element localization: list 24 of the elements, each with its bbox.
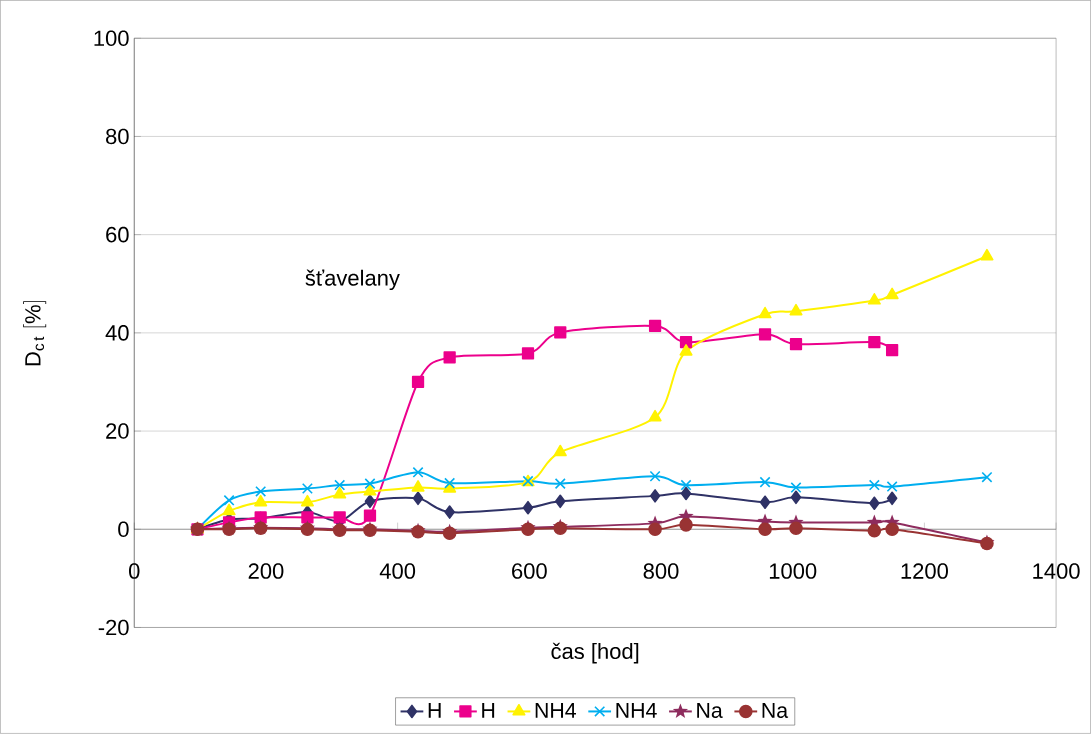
x-tick-label: 1400: [1033, 563, 1080, 580]
x-tick-label: 400: [379, 563, 416, 580]
legend-label: H: [428, 703, 441, 718]
y-axis-title: $\mathrm{D}_{\mathrm{c\,t}}\ [\%]$: [23, 301, 47, 366]
legend-label: H: [482, 703, 495, 718]
x-tick-label: 800: [643, 563, 679, 580]
y-tick-label: -20: [98, 619, 129, 636]
x-axis-title: čas [hod]: [551, 642, 639, 664]
x-tick-label: 600: [512, 563, 547, 580]
legend-label: Na: [697, 703, 723, 719]
y-tick-label: 20: [106, 423, 129, 439]
y-tick-label: 100: [94, 30, 129, 47]
x-tick-label: 1200: [901, 563, 948, 580]
legend-label: NH4: [616, 703, 657, 718]
y-tick-label: 60: [106, 227, 129, 243]
x-tick-label: 200: [248, 563, 284, 580]
x-tick-label: 1000: [769, 563, 817, 580]
legend-label: Na: [762, 703, 789, 719]
legend-label: NH4: [535, 703, 576, 718]
annotation: šťavelany: [305, 269, 400, 291]
y-tick-label: 0: [118, 521, 129, 538]
y-tick-label: 40: [105, 325, 129, 341]
x-tick-label: 0: [128, 563, 140, 580]
y-tick-label: 80: [106, 128, 129, 145]
